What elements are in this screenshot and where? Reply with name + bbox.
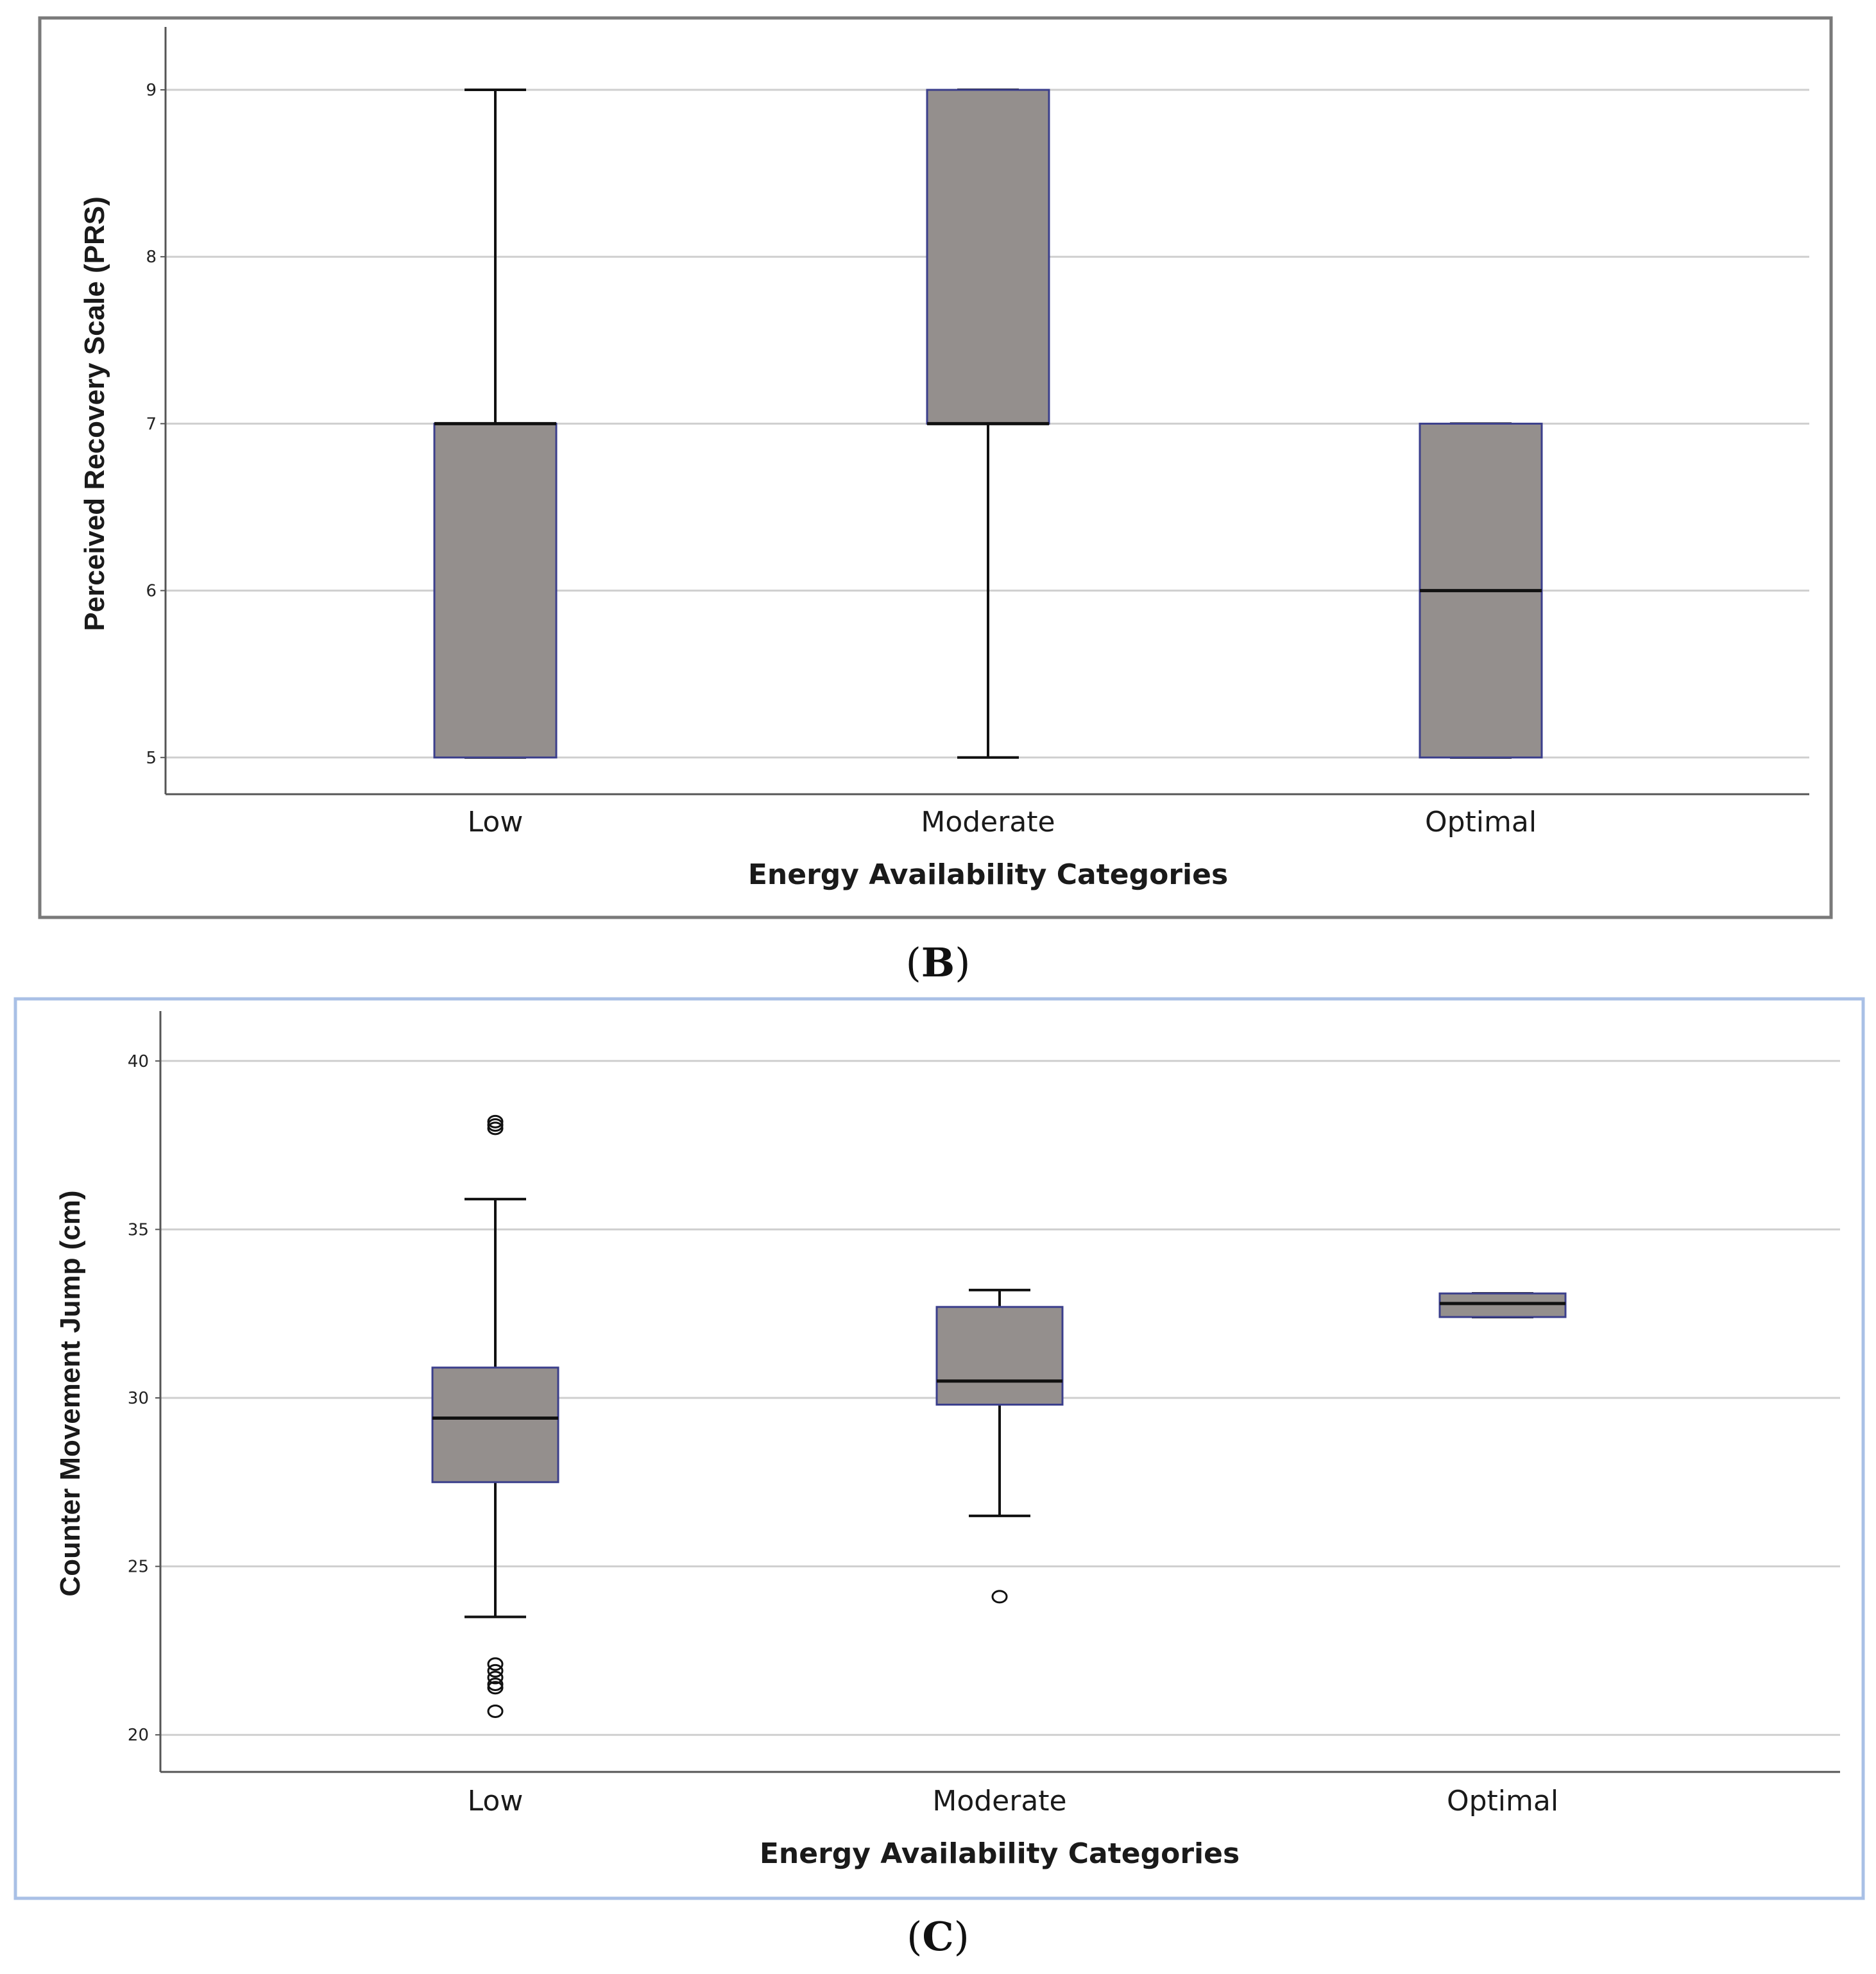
iqr-box — [1438, 1292, 1567, 1318]
panel-c-box-optimal — [1438, 1292, 1567, 1318]
panel-c-x-axis-title: Energy Availability Categories — [760, 1837, 1240, 1870]
panel-c-x-tick-label: Low — [468, 1785, 524, 1817]
panel-b-box-moderate — [926, 89, 1050, 759]
outlier-point — [487, 1671, 504, 1685]
panel-b-x-tick-label: Low — [468, 806, 524, 838]
panel-c-box-moderate — [935, 1288, 1064, 1604]
panel-b-y-tick-label: 7 — [146, 414, 157, 434]
iqr-box — [926, 89, 1050, 425]
panel-b-box-low — [433, 89, 558, 759]
panel-b-y-axis-title: Perceived Recovery Scale (PRS) — [79, 196, 110, 631]
panel-c-axes: 20 25 30 35 40 Low Moderate Optimal — [128, 1011, 1840, 1817]
panel-c-boxes — [431, 1114, 1567, 1718]
panel-c-caption-letter: C — [922, 1913, 953, 1960]
iqr-box — [431, 1366, 559, 1483]
panel-b-y-tick-label: 5 — [146, 749, 157, 768]
panel-b-y-tick-label: 9 — [146, 81, 157, 100]
panel-c-frame — [13, 997, 1865, 1900]
panel-b-caption: (B) — [906, 939, 971, 986]
panel-c-y-tick-label: 35 — [128, 1220, 149, 1239]
panel-b-y-tick-label: 8 — [146, 248, 157, 267]
panel-b-y-tick-label: 6 — [146, 582, 157, 601]
panel-b-x-axis-title: Energy Availability Categories — [748, 858, 1228, 891]
outlier-point — [991, 1590, 1008, 1604]
chart-panel-b: 5 6 7 8 9 Low Moderate Optimal Energy Availabil… — [38, 16, 1833, 919]
panel-b-axes: 5 6 7 8 9 Low Moderate Optimal — [146, 27, 1809, 838]
panel-c-y-tick-label: 40 — [128, 1052, 149, 1071]
outlier-point — [487, 1704, 504, 1718]
panel-b-boxes — [433, 89, 1543, 759]
panel-c-x-tick-label: Moderate — [932, 1785, 1066, 1817]
panel-c-caption: (C) — [907, 1913, 969, 1960]
outlier-point — [487, 1663, 504, 1678]
panel-b-x-tick-label: Optimal — [1425, 806, 1537, 838]
panel-c-y-tick-label: 20 — [128, 1726, 149, 1745]
panel-c-y-tick-label: 25 — [128, 1558, 149, 1577]
outlier-point — [487, 1677, 504, 1691]
outlier-point — [487, 1657, 504, 1671]
panel-b-caption-letter: B — [921, 939, 955, 986]
outlier-point — [487, 1118, 504, 1132]
chart-panel-c: 20 25 30 35 40 Low Moderate Optimal Energy Avai… — [13, 997, 1865, 1900]
outlier-point — [487, 1121, 504, 1136]
panel-b-box-optimal — [1419, 422, 1543, 759]
panel-c-y-axis-title: Counter Movement Jump (cm) — [55, 1190, 86, 1596]
panel-b-x-tick-label: Moderate — [921, 806, 1055, 838]
panel-c-box-low — [431, 1114, 559, 1718]
panel-c-x-tick-label: Optimal — [1447, 1785, 1558, 1817]
panel-c-y-tick-label: 30 — [128, 1389, 149, 1408]
iqr-box — [935, 1306, 1064, 1406]
outlier-point — [487, 1114, 504, 1128]
iqr-box — [433, 422, 558, 759]
outlier-point — [487, 1681, 504, 1695]
